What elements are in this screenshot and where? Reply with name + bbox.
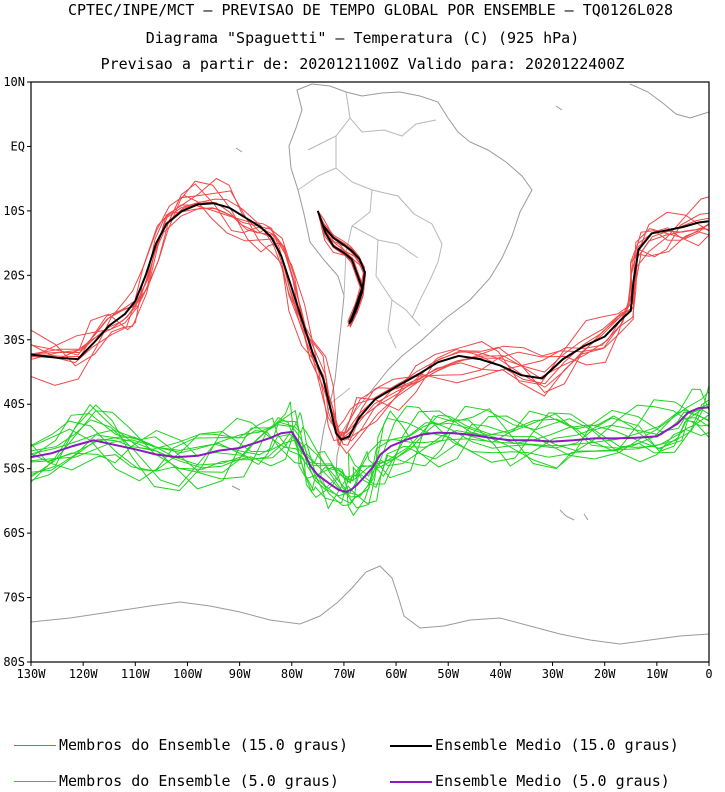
green-member-line bbox=[31, 399, 709, 504]
plot-area bbox=[31, 83, 709, 645]
header-title-line-1: CPTEC/INPE/MCT — PREVISAO DE TEMPO GLOBA… bbox=[67, 1, 674, 19]
y-tick-label: 80S bbox=[3, 655, 25, 669]
red-member-line bbox=[31, 207, 709, 447]
green-member-line bbox=[31, 404, 709, 507]
green-member-line bbox=[31, 388, 709, 517]
x-tick-label: 10W bbox=[646, 667, 668, 681]
x-tick-label: 70W bbox=[333, 667, 355, 681]
green-member-line bbox=[31, 409, 709, 497]
green-member-line bbox=[31, 399, 709, 499]
green-member-line bbox=[31, 403, 709, 505]
legend-black-mean: Ensemble Medio (15.0 graus) bbox=[390, 736, 679, 754]
red-member-line bbox=[31, 201, 709, 436]
header-title-line-2: Diagrama "Spaguetti" — Temperatura (C) (… bbox=[145, 29, 580, 47]
legend-green-line-icon bbox=[14, 781, 56, 782]
red-member-line bbox=[31, 194, 709, 455]
black-mean-line bbox=[316, 210, 366, 325]
x-tick-label: 50W bbox=[437, 667, 459, 681]
green-member-line bbox=[31, 391, 709, 498]
country-borders bbox=[297, 91, 443, 405]
y-tick-label: 40S bbox=[3, 397, 25, 411]
y-tick-label: 60S bbox=[3, 526, 25, 540]
y-tick-label: 30S bbox=[3, 333, 25, 347]
legend-red-line-icon bbox=[14, 745, 56, 746]
legend-purple-mean: Ensemble Medio (5.0 graus) bbox=[390, 772, 670, 790]
legend-black-line-icon bbox=[390, 744, 432, 747]
x-tick-label: 100W bbox=[173, 667, 203, 681]
south-america-coastline bbox=[288, 83, 533, 489]
legend-red-members: Membros do Ensemble (15.0 graus) bbox=[14, 736, 348, 754]
legend-black-mean-label: Ensemble Medio (15.0 graus) bbox=[435, 736, 679, 754]
antarctica-coastline bbox=[31, 565, 709, 645]
x-tick-label: 60W bbox=[385, 667, 407, 681]
x-tick-label: 20W bbox=[594, 667, 616, 681]
red-members-layer bbox=[31, 177, 709, 455]
y-tick-label: 10N bbox=[3, 75, 25, 89]
y-tick-label: 20S bbox=[3, 268, 25, 282]
red-member-line bbox=[31, 204, 709, 434]
x-tick-label: 40W bbox=[490, 667, 512, 681]
header-title-line-3: Previsao a partir de: 2020121100Z Valido… bbox=[100, 55, 625, 73]
green-members-layer bbox=[31, 385, 709, 517]
y-axis-ticks: 10N EQ 10S 20S 30S 40S 50S 60S 70S 80S bbox=[3, 75, 31, 669]
y-tick-label: EQ bbox=[11, 139, 25, 153]
mean-layer bbox=[31, 202, 709, 493]
red-member-line bbox=[31, 177, 709, 432]
coastline-layer bbox=[31, 83, 709, 645]
x-axis-ticks: 130W 120W 110W 100W 90W 80W 70W 60W 50W 40W 30W 20W… bbox=[17, 662, 713, 681]
y-tick-label: 50S bbox=[3, 462, 25, 476]
x-tick-label: 30W bbox=[542, 667, 564, 681]
x-tick-label: 90W bbox=[229, 667, 251, 681]
red-member-line bbox=[31, 180, 709, 442]
x-tick-label: 110W bbox=[121, 667, 151, 681]
black-mean-line bbox=[31, 202, 709, 441]
purple-mean-line bbox=[31, 406, 709, 493]
legend-purple-line-icon bbox=[390, 780, 432, 783]
legend-green-members: Membros do Ensemble (5.0 graus) bbox=[14, 772, 339, 790]
y-tick-label: 70S bbox=[3, 591, 25, 605]
y-tick-label: 10S bbox=[3, 204, 25, 218]
x-tick-label: 80W bbox=[281, 667, 303, 681]
plot-frame bbox=[30, 81, 710, 663]
x-tick-label: 0 bbox=[705, 667, 712, 681]
green-member-line bbox=[31, 385, 709, 509]
africa-coastline bbox=[629, 83, 709, 119]
legend-green-members-label: Membros do Ensemble (5.0 graus) bbox=[59, 772, 339, 790]
legend-purple-mean-label: Ensemble Medio (5.0 graus) bbox=[435, 772, 670, 790]
x-tick-label: 120W bbox=[69, 667, 99, 681]
legend-red-members-label: Membros do Ensemble (15.0 graus) bbox=[59, 736, 348, 754]
x-tick-label: 130W bbox=[17, 667, 47, 681]
antarctic-islands bbox=[231, 105, 589, 521]
